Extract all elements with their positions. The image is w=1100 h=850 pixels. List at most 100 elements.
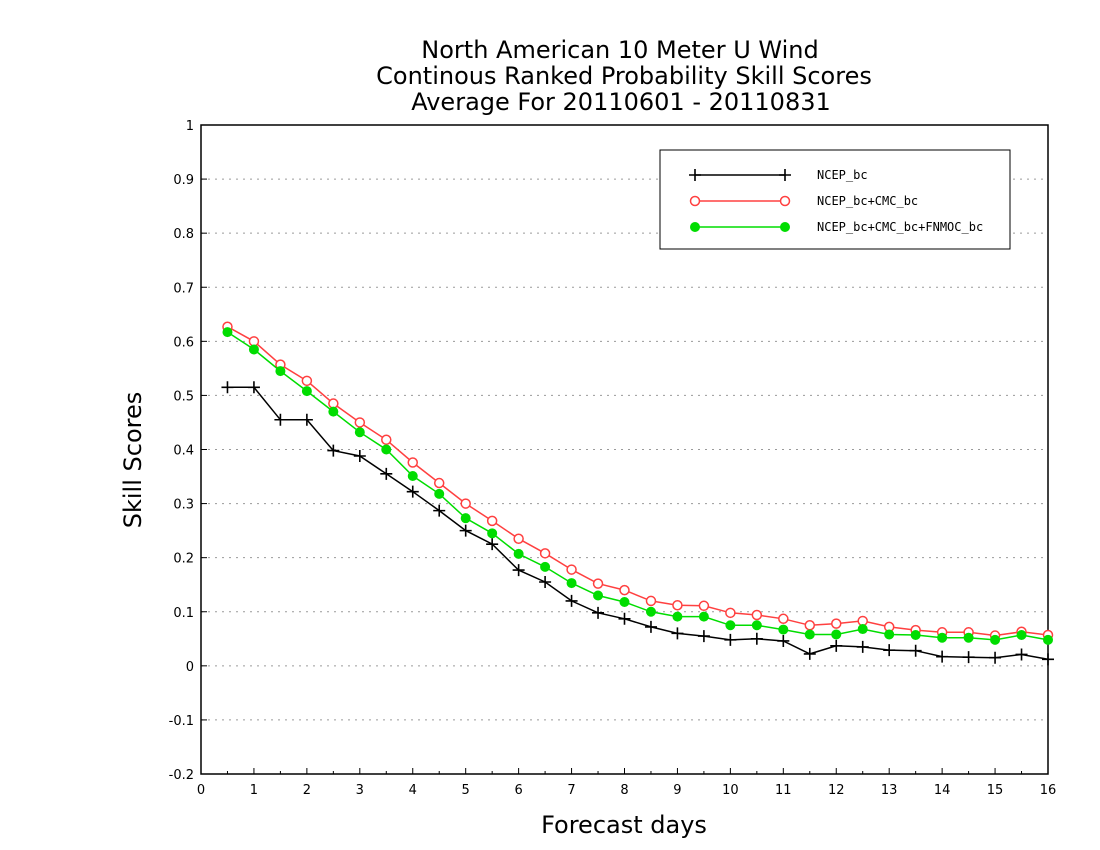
y-tick-label: 0.1 bbox=[173, 606, 194, 621]
data-point-open-circle-marker bbox=[460, 498, 471, 509]
data-point-open-circle-marker bbox=[645, 595, 657, 607]
data-point-plus-marker bbox=[486, 538, 499, 551]
data-point-plus-marker bbox=[724, 633, 737, 646]
data-point-open-circle-marker bbox=[381, 434, 392, 446]
data-point-filled-circle-marker bbox=[990, 634, 1001, 645]
data-point-filled-circle-marker bbox=[910, 630, 921, 641]
series-2 bbox=[222, 321, 1054, 641]
data-point-filled-circle-marker bbox=[381, 444, 392, 455]
x-tick-label: 3 bbox=[356, 783, 364, 798]
data-point-filled-circle-marker bbox=[566, 578, 577, 589]
y-tick-label: 1 bbox=[186, 119, 194, 134]
data-point-plus-marker bbox=[592, 606, 605, 619]
data-series bbox=[221, 321, 1054, 666]
data-point-open-circle-marker bbox=[725, 607, 736, 619]
legend-item: NCEP_bc bbox=[689, 168, 868, 182]
legend-label: NCEP_bc bbox=[817, 168, 868, 182]
data-point-plus-marker bbox=[697, 630, 710, 643]
data-point-filled-circle-marker bbox=[487, 528, 498, 539]
plot-frame bbox=[200, 124, 1049, 775]
data-point-plus-marker bbox=[909, 644, 922, 657]
data-point-filled-circle-marker bbox=[725, 620, 736, 631]
data-point-filled-circle-marker bbox=[778, 624, 789, 635]
data-point-plus-marker bbox=[671, 627, 684, 640]
data-point-plus-marker bbox=[406, 485, 419, 498]
data-point-plus-marker bbox=[962, 651, 975, 664]
legend-item: NCEP_bc+CMC_bc+FNMOC_bc bbox=[690, 220, 983, 234]
data-point-filled-circle-marker bbox=[1016, 630, 1027, 641]
data-point-open-circle-marker bbox=[778, 613, 789, 625]
data-point-open-circle-marker bbox=[592, 578, 604, 589]
data-point-filled-circle-marker bbox=[407, 471, 418, 482]
data-point-filled-circle-marker bbox=[831, 629, 842, 640]
y-tick-label: 0.6 bbox=[173, 335, 194, 350]
data-point-open-circle-marker bbox=[433, 477, 445, 489]
legend-label: NCEP_bc+CMC_bc+FNMOC_bc bbox=[817, 220, 983, 234]
chart-title-line-1: North American 10 Meter U Wind bbox=[421, 36, 818, 64]
data-point-open-circle-marker bbox=[619, 584, 630, 596]
legend-box bbox=[659, 149, 1011, 250]
data-point-plus-marker bbox=[247, 381, 260, 394]
data-point-plus-marker bbox=[353, 449, 366, 462]
data-point-filled-circle-marker bbox=[884, 629, 895, 640]
data-point-filled-circle-marker bbox=[698, 611, 709, 622]
data-point-filled-circle-marker bbox=[857, 624, 868, 635]
data-point-plus-marker bbox=[512, 564, 525, 577]
data-point-plus-marker bbox=[327, 444, 340, 457]
x-tick-label: 14 bbox=[934, 783, 951, 798]
x-tick-label: 5 bbox=[462, 783, 470, 798]
data-point-open-circle-marker bbox=[698, 600, 710, 612]
data-point-filled-circle-marker bbox=[619, 597, 630, 608]
data-point-open-circle-marker bbox=[486, 515, 498, 527]
y-tick-label: 0.7 bbox=[173, 281, 194, 296]
data-point-open-circle-marker bbox=[779, 195, 791, 207]
x-tick-label: 2 bbox=[303, 783, 311, 798]
x-tick-label: 9 bbox=[673, 783, 681, 798]
y-tick-label: -0.1 bbox=[169, 714, 194, 729]
chart-title-line-2: Continous Ranked Probability Skill Score… bbox=[376, 62, 872, 90]
y-tick-label: 0.9 bbox=[173, 173, 194, 188]
x-tick-label: 8 bbox=[620, 783, 628, 798]
data-point-open-circle-marker bbox=[672, 600, 683, 611]
data-point-plus-marker bbox=[989, 651, 1002, 664]
y-tick-label: 0.2 bbox=[173, 552, 194, 567]
series-1 bbox=[221, 381, 1054, 666]
tick-labels: -0.2-0.100.10.20.30.40.50.60.70.80.910 1 2… bbox=[169, 119, 1057, 798]
x-tick-label: 11 bbox=[775, 783, 792, 798]
legend: NCEP_bc NCEP_bc+CMC_bc NCEP_bc+CMC_bc+FNMO… bbox=[659, 149, 1011, 250]
data-point-plus-marker bbox=[856, 640, 869, 653]
data-point-filled-circle-marker bbox=[328, 406, 339, 417]
data-point-plus-marker bbox=[300, 413, 313, 426]
data-point-plus-marker bbox=[618, 612, 631, 625]
data-point-open-circle-marker bbox=[751, 609, 763, 621]
data-point-filled-circle-marker bbox=[248, 344, 259, 355]
data-point-open-circle-marker bbox=[689, 195, 701, 207]
data-point-plus-marker bbox=[1042, 653, 1054, 666]
data-point-filled-circle-marker bbox=[645, 606, 656, 617]
data-point-plus-marker bbox=[644, 620, 657, 633]
y-tick-label: 0.5 bbox=[173, 389, 194, 404]
data-point-open-circle-marker bbox=[804, 620, 816, 631]
x-tick-label: 13 bbox=[881, 783, 898, 798]
data-point-filled-circle-marker bbox=[1043, 634, 1053, 645]
data-point-filled-circle-marker bbox=[540, 561, 551, 572]
data-point-filled-circle-marker bbox=[275, 366, 286, 377]
grid-lines bbox=[201, 178, 1048, 721]
data-point-filled-circle-marker bbox=[937, 632, 948, 643]
data-point-filled-circle-marker bbox=[354, 427, 365, 438]
x-tick-label: 1 bbox=[250, 783, 258, 798]
y-tick-label: -0.2 bbox=[169, 768, 194, 783]
data-point-filled-circle-marker bbox=[751, 620, 762, 631]
data-point-plus-marker bbox=[539, 576, 552, 589]
data-point-filled-circle-marker bbox=[222, 327, 233, 338]
data-point-open-circle-marker bbox=[566, 564, 577, 575]
data-point-plus-marker bbox=[779, 169, 791, 181]
y-tick-label: 0.4 bbox=[173, 444, 194, 459]
x-tick-label: 0 bbox=[197, 783, 205, 798]
y-axis-title: Skill Scores bbox=[119, 392, 147, 529]
data-point-plus-marker bbox=[689, 169, 701, 181]
x-tick-label: 6 bbox=[514, 783, 522, 798]
y-tick-label: 0 bbox=[186, 660, 194, 675]
data-point-plus-marker bbox=[221, 381, 234, 394]
